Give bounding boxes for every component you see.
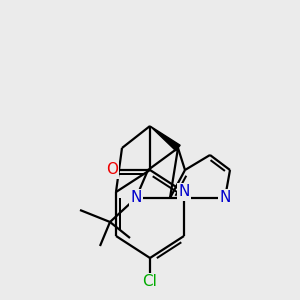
Text: Cl: Cl bbox=[142, 274, 158, 290]
Polygon shape bbox=[150, 126, 180, 151]
Text: O: O bbox=[106, 163, 118, 178]
Text: N: N bbox=[219, 190, 231, 206]
Text: N: N bbox=[130, 190, 142, 206]
Text: N: N bbox=[178, 184, 190, 200]
